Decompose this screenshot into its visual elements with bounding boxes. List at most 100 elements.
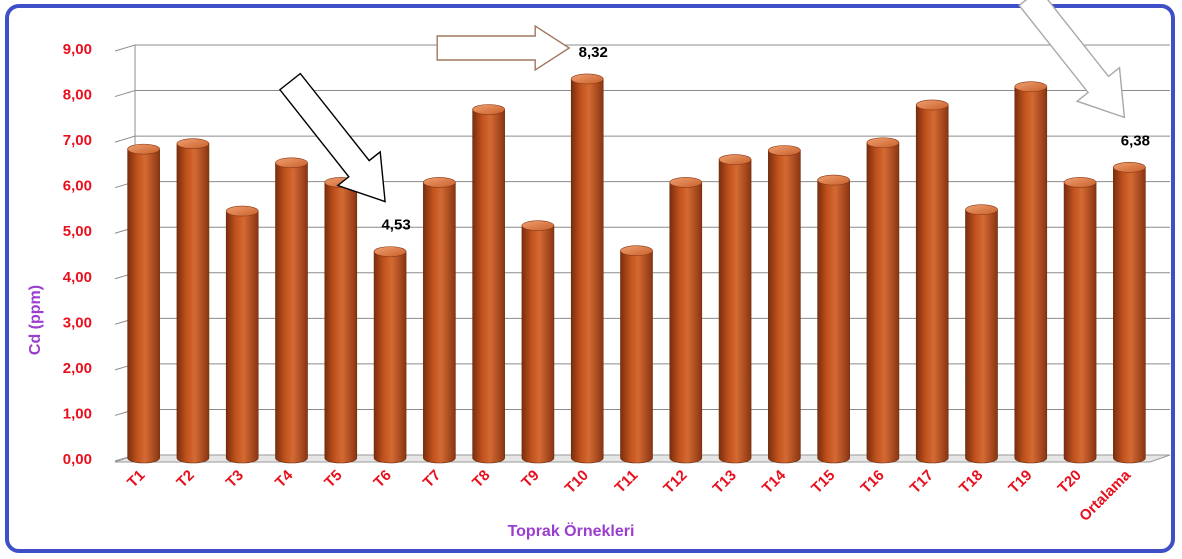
y-tick-label: 5,00 [63,223,92,240]
bar [472,104,505,464]
annotations: 4,53 8,32 6,38 [278,0,1150,234]
bar-cap [915,99,949,111]
bar-body [817,179,850,464]
bar-cap [570,73,604,85]
y-tick-label: 7,00 [63,132,92,149]
x-tick-label: T18 [956,467,986,497]
bar-cap [669,177,703,188]
bar [521,220,555,464]
x-tick-label: T19 [1005,467,1035,497]
x-tick-label: T15 [808,467,838,497]
bar-body [669,182,703,464]
y-axis-title: Cd (ppm) [27,285,44,355]
bar-cap [768,145,801,156]
bars [127,73,1146,464]
x-tick-label: T12 [660,467,690,497]
bar [1113,162,1146,464]
bar-cap [1014,81,1048,93]
y-tick-label: 8,00 [63,87,92,104]
bar-body [275,162,308,464]
bar-body [521,225,555,464]
x-tick-label: T3 [223,467,247,491]
bar [225,205,259,464]
x-tick-label: Ortalama [1076,466,1134,524]
gridline-depth [114,135,136,143]
bar [176,138,210,464]
bar [570,73,604,464]
bar [768,145,801,464]
bar-cap [718,154,752,165]
bar [915,99,949,464]
bar [965,204,998,464]
bar-body [965,209,998,464]
x-tick-label: T17 [907,467,937,497]
x-tick-label: T16 [857,467,887,497]
bar-body [373,251,407,464]
bar-cap [1113,162,1146,173]
y-tick-label: 3,00 [63,314,92,331]
bar [324,177,358,464]
bar-cap [127,143,160,155]
bar-cap [1063,177,1097,188]
bar [275,157,308,464]
bar-cap [965,204,998,216]
bar-cap [620,245,653,257]
y-tick-label: 1,00 [63,405,92,422]
bar [423,177,456,464]
bar-body [176,143,210,464]
bar-cap [373,246,407,257]
x-tick-label: T10 [562,467,592,497]
bar-body [1014,86,1048,464]
bar-cap [225,205,259,217]
bar [1014,81,1048,464]
x-axis-ticks: T1 T2 T3 T4 T5 T6 T7 T8 T9 T10 T11 T12 T13 T14 T15 T16 T… [124,466,1135,524]
bar-body [718,159,752,464]
bar-body [472,109,505,464]
block-arrow-icon [436,24,571,72]
bar [620,245,653,464]
bar-body [866,142,900,464]
bar-body [225,210,259,464]
bar-body [915,104,949,464]
bar [1063,177,1097,464]
bar-cap [423,177,456,188]
x-tick-label: T20 [1055,467,1085,497]
x-tick-label: T14 [759,466,790,497]
x-tick-label: T6 [370,467,394,491]
bar [373,246,407,464]
bar-cap [472,104,505,115]
block-arrow-icon [1018,0,1126,119]
data-label: 4,53 [381,217,410,234]
x-tick-label: T1 [124,467,148,491]
x-axis-title: Toprak Örnekleri [508,521,635,540]
x-tick-label: T4 [272,466,297,491]
x-tick-label: T13 [710,467,740,497]
y-tick-label: 9,00 [63,41,92,58]
gridline-depth [114,44,136,52]
bar-cap [521,220,555,231]
bar [718,154,752,464]
x-tick-label: T2 [173,467,197,491]
bar-body [1063,182,1097,464]
bar-body [423,182,456,464]
bar [127,143,160,464]
x-tick-label: T9 [518,467,542,491]
block-arrow-icon [278,72,386,203]
bar-body [768,150,801,464]
bar [669,177,703,464]
bar-body [127,148,160,464]
bar-cap [866,137,900,149]
x-tick-label: T5 [321,467,345,491]
bar [817,174,850,464]
bar-body [570,78,604,464]
data-label: 6,38 [1121,132,1150,149]
bar-body [324,182,358,464]
data-label: 8,32 [579,44,608,61]
y-axis-ticks: 0,00 1,00 2,00 3,00 4,00 5,00 6,00 7,00 8,00 9,00 [63,41,92,468]
bar-cap [275,157,308,169]
y-tick-label: 0,00 [63,451,92,468]
bar-cap [176,138,210,149]
y-tick-label: 6,00 [63,178,92,195]
gridline-depth [114,90,136,98]
